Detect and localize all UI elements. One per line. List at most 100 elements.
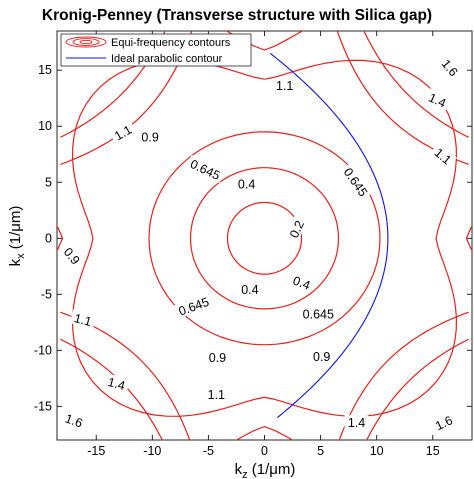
y-tick-label: -15 [34,399,52,413]
y-tick-label: -5 [41,287,52,301]
x-tick-label: -5 [203,444,214,458]
contour-label-text: 0.645 [303,308,334,322]
x-axis-label-main: k [235,461,243,478]
chart-title: Kronig-Penney (Transverse structure with… [42,7,432,24]
y-tick-label: 5 [45,175,52,189]
contour-label-bg [204,387,229,402]
contour-label-bg [288,271,316,293]
contour-label-text: 0.2 [287,218,307,240]
contour-label-text: 1.4 [426,90,448,110]
contour-label-0.9: 0.9 [205,350,230,365]
contour-label-bg [423,88,452,111]
contour-label-text: 0.9 [313,350,330,364]
y-axis-label-sub: x [15,253,27,259]
contour-label-bg [272,77,297,92]
contour-label-text: 0.4 [291,274,312,293]
y-tick-label: -10 [34,343,52,357]
x-axis-label-unit: (1/μm) [248,461,296,478]
contour-line-0.9 [71,59,458,417]
contour-label-bg [234,176,259,191]
contour-label-0.4: 0.4 [288,271,316,293]
contour-label-bg [299,306,337,321]
contour-label-text: 1.1 [73,311,93,329]
contour-label-bg [284,215,308,243]
contour-line-0.4 [189,167,340,310]
contour-label-text: 0.4 [238,178,255,192]
contour-label-bg [185,154,226,184]
legend-label-contours: Equi-frequency contours [111,37,231,49]
contour-label-bg [344,415,369,430]
y-tick-label: 10 [38,119,52,133]
contour-label-1.6: 1.6 [429,410,458,434]
x-axis-label-sub: z [242,469,248,479]
contour-label-bg [429,142,458,169]
x-tick-label: -15 [87,444,105,458]
contour-line-1.6-corner-0 [363,31,469,138]
contour-label-0.4: 0.4 [234,176,259,192]
contour-label-bg [173,292,214,319]
contour-label-1.1: 1.1 [204,387,229,402]
contour-label-1.1: 1.1 [69,309,97,329]
svg-text:kz (1/μm): kz (1/μm) [235,461,296,479]
x-tick-label: 15 [426,444,440,458]
contour-label-text: 1.4 [106,375,126,393]
y-axis-ticks: -15 -10 -5 0 5 10 15 [34,63,472,413]
contour-label-0.9: 0.9 [138,129,162,145]
contour-label-bg [60,409,88,431]
legend: Equi-frequency contours Ideal parabolic … [60,33,252,67]
contour-label-bg [108,120,137,145]
contour-label-1.4: 1.4 [344,415,369,430]
contour-label-text: 1.4 [348,416,365,430]
contour-label-bg [138,129,162,144]
y-axis-label-unit: (1/μm) [7,206,24,254]
x-tick-label: 0 [261,444,268,458]
contour-line-1.4-corner-2 [338,311,469,440]
axes-box [56,30,473,441]
contour-label-1.4: 1.4 [103,373,130,393]
contour-label-bg [238,281,262,296]
x-axis-label: kz (1/μm) [235,461,296,479]
contour-label-1.1: 1.1 [272,77,297,93]
contour-label-text: 1.1 [208,388,225,402]
contour-label-bg [103,373,130,393]
contour-line-1.6-corner-3 [60,338,163,440]
x-axis-ticks: -15 -10 -5 0 5 10 15 [87,31,440,458]
contour-label-text: 0.9 [141,131,158,145]
contour-label-bg [59,241,86,270]
contour-line-0.2 [226,201,303,275]
contour-label-text: 1.6 [433,413,455,433]
contour-label-bg [429,410,458,434]
parabolic-contour-line [269,52,389,419]
parabola-series [269,52,389,419]
y-tick-label: 15 [38,63,52,77]
contour-label-bg [339,162,373,201]
contour-label-bg [309,349,334,364]
contour-label-text: 0.4 [241,283,258,297]
y-tick-label: 0 [45,231,52,245]
contour-label-0.2: 0.2 [284,215,308,243]
contour-label-0.4: 0.4 [238,281,262,297]
contour-label-0.645: 0.645 [299,306,337,322]
contour-line-1.6-corner-2 [366,338,469,440]
contour-label-text: 1.6 [63,411,84,430]
contour-label-text: 1.1 [276,79,293,93]
contour-label-1.4: 1.4 [423,88,452,111]
contour-label-0.9: 0.9 [309,349,334,364]
contour-label-bg [437,53,464,81]
legend-swatch-contours [65,36,107,48]
legend-label-parabola: Ideal parabolic contour [111,53,223,65]
contour-label-1.6: 1.6 [60,409,88,431]
x-tick-label: -10 [143,444,161,458]
contour-label-text: 0.9 [209,351,226,365]
y-axis-label: kx (1/μm) [7,206,27,267]
contour-line-1.1 [57,31,472,440]
x-tick-label: 5 [317,444,324,458]
contour-label-bg [205,350,230,365]
y-axis-label-main: k [7,258,24,266]
contour-line-0.645 [148,131,381,346]
contour-label-bg [69,309,97,329]
x-tick-label: 10 [370,444,384,458]
